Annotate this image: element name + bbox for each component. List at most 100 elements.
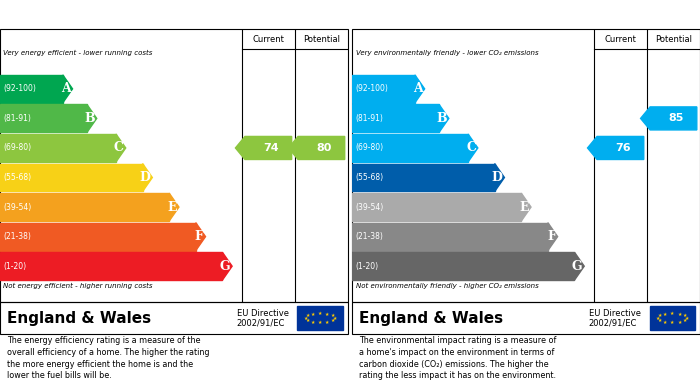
- Polygon shape: [575, 252, 584, 280]
- Bar: [0, 134, 116, 162]
- Text: ★: ★: [303, 316, 308, 321]
- Bar: [352, 134, 468, 162]
- Text: (21-38): (21-38): [356, 232, 384, 241]
- Text: ★: ★: [311, 320, 315, 325]
- Text: Not energy efficient - higher running costs: Not energy efficient - higher running co…: [4, 283, 153, 289]
- Bar: [352, 193, 522, 221]
- Text: EU Directive
2002/91/EC: EU Directive 2002/91/EC: [589, 308, 640, 328]
- Text: (69-80): (69-80): [356, 143, 384, 152]
- Text: ★: ★: [311, 312, 315, 317]
- Text: D: D: [140, 171, 150, 184]
- Bar: [0, 222, 196, 251]
- Text: ★: ★: [677, 312, 682, 317]
- Text: ★: ★: [670, 311, 674, 316]
- Polygon shape: [87, 104, 97, 133]
- Text: 85: 85: [668, 113, 684, 124]
- Text: G: G: [220, 260, 230, 273]
- Text: F: F: [195, 230, 204, 243]
- Text: F: F: [547, 230, 556, 243]
- Text: Energy Efficiency Rating: Energy Efficiency Rating: [5, 8, 168, 21]
- Bar: [0, 252, 223, 280]
- Text: ★: ★: [318, 311, 322, 316]
- Text: (21-38): (21-38): [4, 232, 32, 241]
- Text: England & Wales: England & Wales: [7, 311, 151, 326]
- Text: ★: ★: [655, 316, 660, 321]
- Polygon shape: [548, 222, 558, 251]
- Polygon shape: [143, 163, 153, 192]
- Text: B: B: [437, 112, 447, 125]
- Text: ★: ★: [330, 318, 335, 323]
- Text: (1-20): (1-20): [4, 262, 27, 271]
- Bar: [352, 104, 439, 133]
- Text: (1-20): (1-20): [356, 262, 379, 271]
- Text: G: G: [572, 260, 582, 273]
- Bar: [298, 306, 343, 330]
- Text: ★: ★: [677, 320, 682, 325]
- Text: B: B: [85, 112, 95, 125]
- Text: ★: ★: [670, 321, 674, 325]
- Text: Current: Current: [253, 35, 284, 44]
- Text: ★: ★: [305, 314, 309, 318]
- Bar: [352, 222, 548, 251]
- Text: ★: ★: [663, 320, 667, 325]
- Polygon shape: [116, 134, 126, 162]
- Polygon shape: [288, 136, 344, 160]
- Text: A: A: [61, 83, 71, 95]
- Text: EU Directive
2002/91/EC: EU Directive 2002/91/EC: [237, 308, 288, 328]
- Text: ★: ★: [657, 314, 662, 318]
- Text: ★: ★: [325, 312, 330, 317]
- Bar: [0, 193, 169, 221]
- Text: 80: 80: [316, 143, 332, 153]
- Polygon shape: [235, 136, 292, 160]
- Text: ★: ★: [657, 318, 662, 323]
- Polygon shape: [63, 75, 73, 103]
- Text: Potential: Potential: [655, 35, 692, 44]
- Text: ★: ★: [682, 318, 687, 323]
- Text: A: A: [413, 83, 423, 95]
- Text: D: D: [492, 171, 503, 184]
- Text: Potential: Potential: [303, 35, 340, 44]
- Bar: [352, 163, 495, 192]
- Text: The environmental impact rating is a measure of
a home's impact on the environme: The environmental impact rating is a mea…: [359, 336, 556, 380]
- Text: (39-54): (39-54): [356, 203, 384, 212]
- Text: England & Wales: England & Wales: [359, 311, 503, 326]
- Text: (39-54): (39-54): [4, 203, 32, 212]
- Polygon shape: [587, 136, 644, 160]
- Bar: [0, 75, 63, 103]
- Polygon shape: [640, 107, 696, 130]
- Polygon shape: [169, 193, 179, 221]
- Text: (92-100): (92-100): [4, 84, 36, 93]
- Text: Environmental Impact (CO₂) Rating: Environmental Impact (CO₂) Rating: [357, 8, 589, 21]
- Text: ★: ★: [685, 316, 689, 321]
- Text: E: E: [520, 201, 529, 213]
- Text: ★: ★: [305, 318, 309, 323]
- Bar: [0, 104, 87, 133]
- Text: (55-68): (55-68): [356, 173, 384, 182]
- Text: (81-91): (81-91): [4, 114, 32, 123]
- Polygon shape: [415, 75, 425, 103]
- Text: ★: ★: [318, 321, 322, 325]
- Text: E: E: [168, 201, 177, 213]
- Polygon shape: [495, 163, 505, 192]
- Text: Very environmentally friendly - lower CO₂ emissions: Very environmentally friendly - lower CO…: [356, 50, 538, 56]
- Polygon shape: [196, 222, 206, 251]
- Polygon shape: [439, 104, 449, 133]
- Text: (92-100): (92-100): [356, 84, 389, 93]
- Text: (55-68): (55-68): [4, 173, 32, 182]
- Polygon shape: [223, 252, 232, 280]
- Text: 76: 76: [615, 143, 631, 153]
- Text: ★: ★: [663, 312, 667, 317]
- Bar: [650, 306, 695, 330]
- Text: C: C: [466, 142, 476, 154]
- Text: ★: ★: [330, 314, 335, 318]
- Bar: [352, 252, 575, 280]
- Text: ★: ★: [332, 316, 337, 321]
- Polygon shape: [468, 134, 478, 162]
- Text: ★: ★: [682, 314, 687, 318]
- Text: (81-91): (81-91): [356, 114, 384, 123]
- Polygon shape: [522, 193, 531, 221]
- Text: Very energy efficient - lower running costs: Very energy efficient - lower running co…: [4, 50, 153, 56]
- Text: 74: 74: [263, 143, 279, 153]
- Bar: [352, 75, 415, 103]
- Text: (69-80): (69-80): [4, 143, 32, 152]
